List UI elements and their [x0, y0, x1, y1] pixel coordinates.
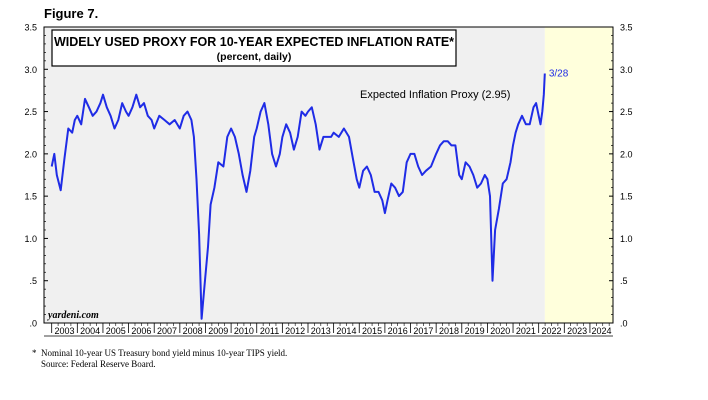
x-tick-label: 2011	[260, 326, 279, 336]
history-background	[44, 27, 545, 323]
chart-title: WIDELY USED PROXY FOR 10-YEAR EXPECTED I…	[54, 35, 454, 49]
forecast-background	[544, 27, 613, 323]
x-tick-label: 2006	[131, 326, 151, 336]
chart-subtitle: (percent, daily)	[217, 51, 292, 63]
plot-frame	[43, 26, 614, 324]
axis-layer: .0 .0 .5 .5 1.0 1.0 1.5 1.5 2.0 2.0 2.5 2.5 3.0 3.0 3.…	[24, 23, 633, 337]
footnote-line-1: * Nominal 10-year US Treasury bond yield…	[32, 348, 288, 358]
y-tick-label-left: .5	[29, 276, 37, 286]
figure-label: Figure 7.	[44, 6, 99, 21]
y-tick-label-right: 3.5	[620, 23, 633, 33]
y-tick-label-left: 3.0	[24, 65, 37, 75]
series-line-0	[50, 73, 546, 320]
end-date-label: 3/28	[549, 69, 569, 80]
x-tick-label: 2007	[157, 326, 177, 336]
x-tick-label: 2012	[285, 326, 305, 336]
y-tick-label-right: 2.0	[620, 149, 633, 159]
x-tick-label: 2021	[516, 326, 536, 336]
title-box-frame	[51, 29, 457, 67]
y-tick-label-left: 1.5	[24, 192, 37, 202]
y-tick-label-right: 1.5	[620, 192, 633, 202]
series-layer	[50, 73, 546, 320]
series-label: Expected Inflation Proxy (2.95)	[360, 89, 510, 101]
x-tick-label: 2022	[541, 326, 561, 336]
x-tick-label: 2019	[465, 326, 485, 336]
x-tick-label: 2017	[413, 326, 433, 336]
x-tick-label: 2023	[567, 326, 587, 336]
watermark: yardeni.com	[47, 310, 99, 321]
x-tick-label: 2018	[439, 326, 459, 336]
title-box: WIDELY USED PROXY FOR 10-YEAR EXPECTED I…	[51, 29, 457, 67]
x-tick-label: 2016	[388, 326, 408, 336]
y-tick-label-left: .0	[29, 319, 37, 329]
x-tick-label: 2013	[311, 326, 331, 336]
y-tick-label-right: .0	[620, 319, 628, 329]
y-tick-label-left: 2.5	[24, 107, 37, 117]
y-tick-label-right: .5	[620, 276, 628, 286]
y-tick-label-left: 2.0	[24, 149, 37, 159]
y-tick-label-right: 3.0	[620, 65, 633, 75]
x-tick-label: 2020	[490, 326, 510, 336]
x-tick-label: 2014	[336, 326, 356, 336]
x-tick-label: 2008	[183, 326, 203, 336]
footnote-line-2: Source: Federal Reserve Board.	[32, 359, 156, 369]
x-tick-label: 2005	[106, 326, 126, 336]
x-tick-label: 2024	[591, 326, 611, 336]
y-tick-label-right: 1.0	[620, 234, 633, 244]
x-tick-label: 2004	[80, 326, 100, 336]
y-tick-label-right: 2.5	[620, 107, 633, 117]
x-tick-label: 2009	[208, 326, 228, 336]
x-tick-label: 2003	[54, 326, 74, 336]
footnote: * Nominal 10-year US Treasury bond yield…	[32, 348, 287, 370]
y-tick-label-left: 1.0	[24, 234, 37, 244]
chart-background	[44, 27, 613, 323]
x-tick-label: 2010	[234, 326, 254, 336]
y-tick-label-left: 3.5	[24, 23, 37, 33]
x-tick-label: 2015	[362, 326, 382, 336]
